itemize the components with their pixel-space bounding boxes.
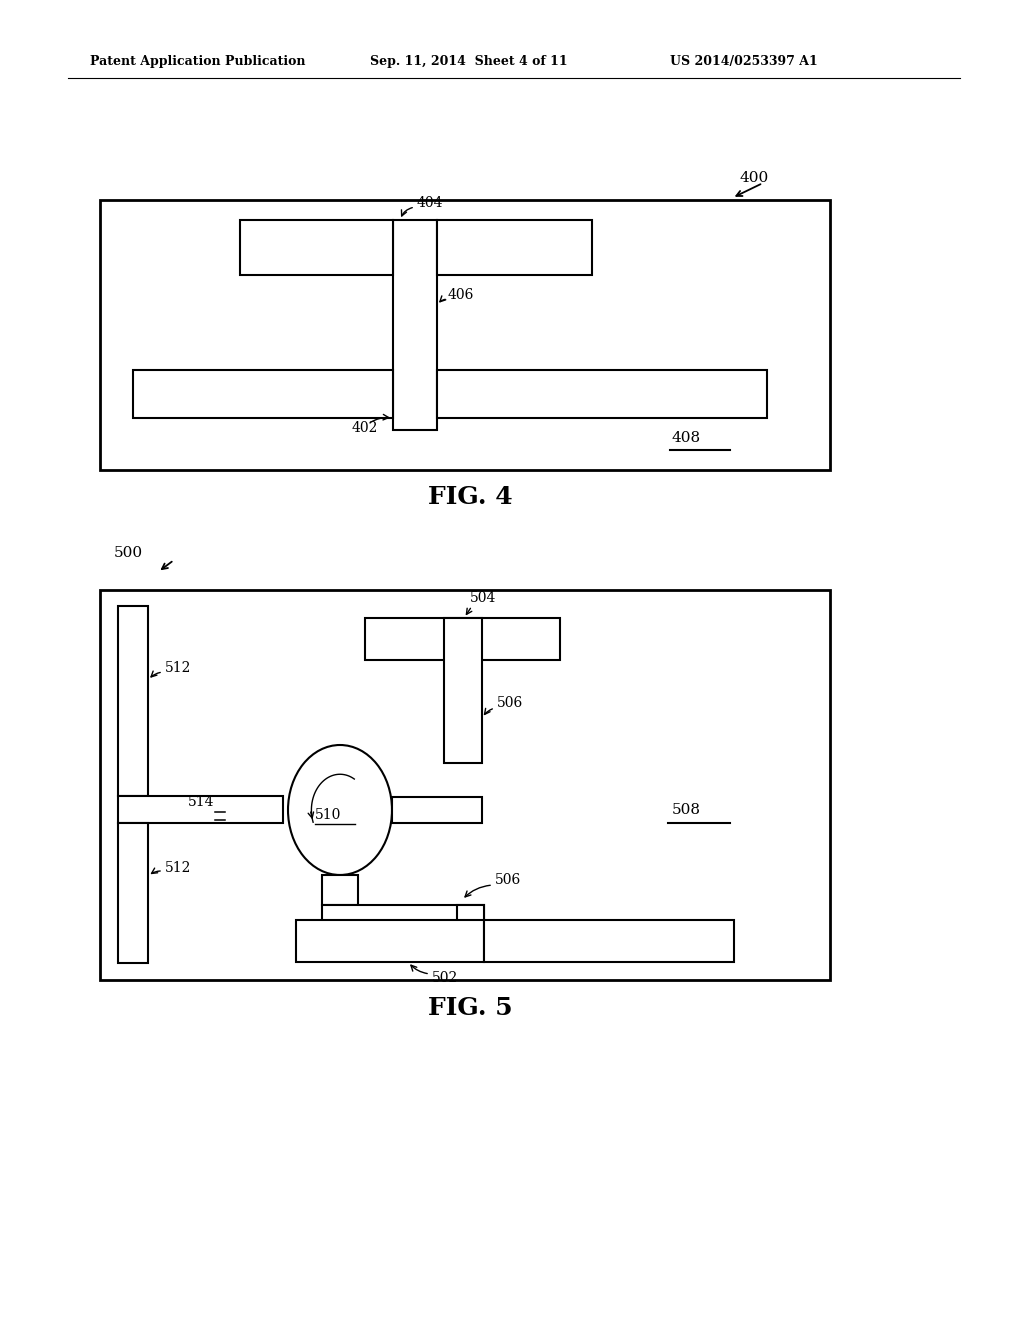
Bar — [118, 822, 148, 964]
Text: 512: 512 — [165, 661, 191, 675]
Bar — [100, 590, 830, 979]
Text: 514: 514 — [188, 795, 214, 809]
Text: 502: 502 — [432, 972, 459, 985]
Text: FIG. 5: FIG. 5 — [428, 997, 512, 1020]
Bar — [437, 370, 767, 418]
Text: US 2014/0253397 A1: US 2014/0253397 A1 — [670, 55, 818, 69]
Bar — [393, 220, 437, 430]
Bar — [100, 201, 830, 470]
Text: 404: 404 — [417, 195, 443, 210]
Text: 512: 512 — [165, 861, 191, 875]
Text: 402: 402 — [352, 421, 379, 436]
Text: FIG. 4: FIG. 4 — [428, 484, 512, 510]
Bar — [118, 606, 148, 796]
Text: 504: 504 — [470, 591, 497, 605]
Text: 510: 510 — [315, 808, 341, 822]
Bar — [118, 796, 283, 822]
Bar — [484, 920, 734, 962]
Text: 408: 408 — [672, 432, 701, 445]
Text: 406: 406 — [449, 288, 474, 302]
Bar — [437, 220, 592, 275]
Bar — [322, 875, 358, 906]
Bar — [322, 906, 484, 932]
Bar — [240, 220, 393, 275]
Text: Sep. 11, 2014  Sheet 4 of 11: Sep. 11, 2014 Sheet 4 of 11 — [370, 55, 567, 69]
Text: 506: 506 — [497, 696, 523, 710]
Bar — [457, 906, 484, 935]
Bar — [392, 797, 482, 822]
Bar — [444, 618, 482, 763]
Bar — [296, 920, 484, 962]
Text: 506: 506 — [495, 873, 521, 887]
Bar — [365, 618, 560, 660]
Bar — [133, 370, 393, 418]
Text: 508: 508 — [672, 803, 701, 817]
Text: 400: 400 — [740, 172, 769, 185]
Text: 500: 500 — [114, 546, 143, 560]
Text: Patent Application Publication: Patent Application Publication — [90, 55, 305, 69]
